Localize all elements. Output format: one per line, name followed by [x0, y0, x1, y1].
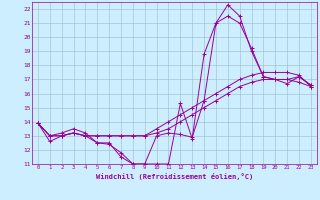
X-axis label: Windchill (Refroidissement éolien,°C): Windchill (Refroidissement éolien,°C): [96, 173, 253, 180]
